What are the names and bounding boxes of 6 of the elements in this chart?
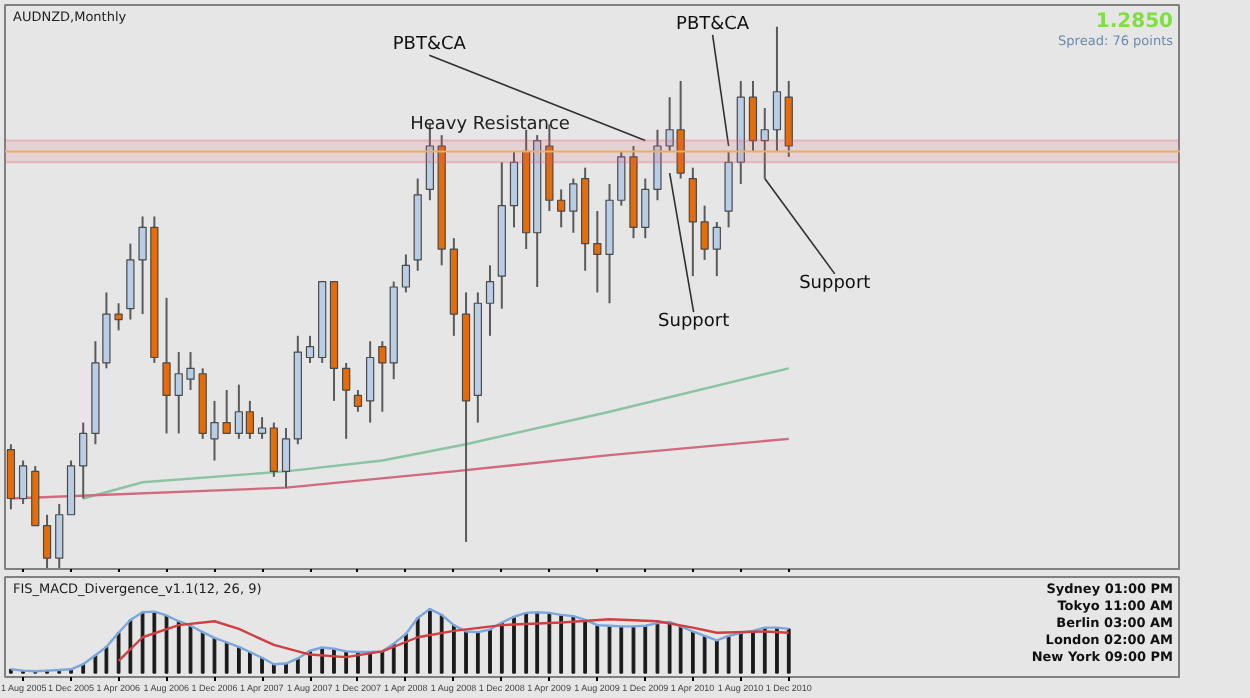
annotation: PBT&CA [392,35,468,56]
annotation: 1.2850 [1095,11,1174,33]
annotation: Support [799,273,872,294]
annotation: Support [658,312,731,333]
annotation: PBT&CA [676,14,751,35]
band-label: Heavy Resistance [410,114,571,135]
